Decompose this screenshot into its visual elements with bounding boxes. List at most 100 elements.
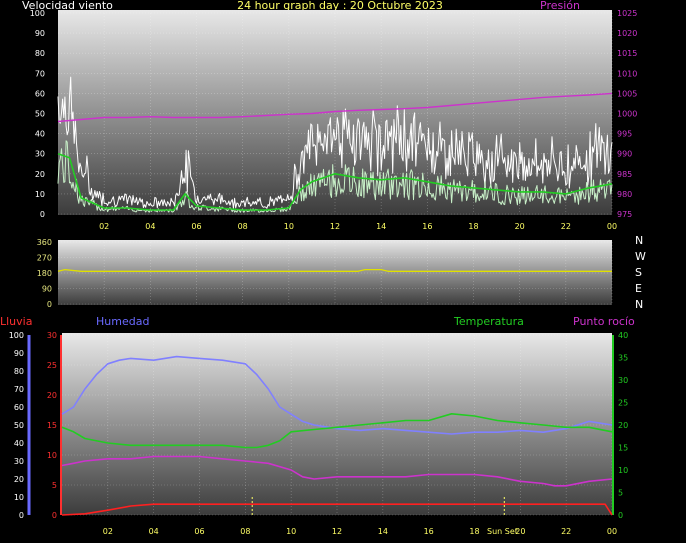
temperature-y-tick: 10	[618, 466, 628, 475]
wind-y-tick: 100	[30, 9, 45, 18]
temp-x-tick: 20	[515, 527, 525, 536]
wind-x-tick: 20	[515, 222, 525, 231]
temp-x-tick: 04	[149, 527, 159, 536]
wind-x-tick: 10	[284, 222, 294, 231]
wind-x-tick: 04	[145, 222, 155, 231]
temp-x-tick: 08	[240, 527, 250, 536]
temp-x-tick: 06	[194, 527, 204, 536]
rain-label: Lluvia	[0, 315, 32, 328]
chart-title: 24 hour graph day : 20 Octubre 2023	[237, 0, 443, 12]
wind-speed-title: Velocidad viento	[22, 0, 113, 12]
dewpoint-label: Punto rocío	[573, 315, 635, 328]
wind-gust-line	[57, 76, 613, 209]
compass-e: E	[635, 282, 642, 295]
wind-y-tick: 80	[35, 49, 45, 58]
temp-x-tick: 12	[332, 527, 342, 536]
temp-x-tick: 16	[424, 527, 434, 536]
wind-x-tick: 18	[468, 222, 478, 231]
pressure-y-tick: 1005	[617, 89, 637, 98]
compass-n-top: N	[635, 234, 643, 247]
sunset-label: Sun Set	[487, 527, 518, 536]
wind-y-tick: 30	[35, 150, 45, 159]
dir-y-tick: 270	[37, 254, 52, 263]
humidity-y-tick: 90	[14, 349, 24, 358]
wind-y-tick: 90	[35, 29, 45, 38]
wind-x-tick: 02	[99, 222, 109, 231]
compass-s: S	[635, 266, 642, 279]
temperature-y-tick: 40	[618, 331, 628, 340]
wind-x-tick: 00	[607, 222, 617, 231]
dir-y-tick: 360	[37, 238, 52, 247]
pressure-line	[57, 92, 613, 123]
wind-x-tick: 16	[422, 222, 432, 231]
humidity-y-tick: 30	[14, 457, 24, 466]
dir-y-tick: 0	[47, 300, 52, 309]
rain-y-tick: 25	[47, 361, 57, 370]
temp-x-tick: 22	[561, 527, 571, 536]
temperature-y-tick: 15	[618, 444, 628, 453]
temperature-y-tick: 25	[618, 399, 628, 408]
pressure-y-tick: 995	[617, 130, 632, 139]
pressure-y-tick: 980	[617, 190, 632, 199]
temperature-line	[61, 412, 613, 449]
temperature-y-tick: 35	[618, 354, 628, 363]
wind-direction-line	[57, 268, 612, 272]
temperature-panel	[62, 333, 612, 515]
rain-y-tick: 20	[47, 391, 57, 400]
wind-y-tick: 60	[35, 89, 45, 98]
humidity-y-tick: 10	[14, 493, 24, 502]
pressure-y-tick: 990	[617, 150, 632, 159]
pressure-y-tick: 975	[617, 210, 632, 219]
wind-y-tick: 40	[35, 130, 45, 139]
wind-y-tick: 20	[35, 170, 45, 179]
wind-x-tick: 14	[376, 222, 386, 231]
humidity-y-tick: 70	[14, 385, 24, 394]
wind-y-tick: 10	[35, 190, 45, 199]
pressure-title: Presión	[540, 0, 580, 12]
dewpoint-line	[61, 455, 613, 487]
temperature-y-tick: 0	[618, 511, 623, 520]
temperature-label: Temperatura	[453, 315, 524, 328]
wind-x-tick: 12	[330, 222, 340, 231]
direction-panel	[58, 240, 612, 305]
humidity-y-tick: 50	[14, 421, 24, 430]
temperature-y-tick: 5	[618, 489, 623, 498]
pressure-y-tick: 1025	[617, 9, 637, 18]
temperature-y-tick: 30	[618, 376, 628, 385]
pressure-y-tick: 985	[617, 170, 632, 179]
temp-x-tick: 00	[607, 527, 617, 536]
wind-y-tick: 0	[40, 210, 45, 219]
compass-n-bottom: N	[635, 298, 643, 311]
rain-y-tick: 30	[47, 331, 57, 340]
rain-y-tick: 0	[52, 511, 57, 520]
humidity-y-tick: 60	[14, 403, 24, 412]
pressure-y-tick: 1010	[617, 69, 637, 78]
wind-y-tick: 50	[35, 110, 45, 119]
wind-y-tick: 70	[35, 69, 45, 78]
pressure-y-tick: 1000	[617, 110, 637, 119]
humidity-y-tick: 20	[14, 475, 24, 484]
temp-x-tick: 18	[469, 527, 479, 536]
wind-speed-line	[57, 152, 613, 211]
rain-y-tick: 10	[47, 451, 57, 460]
rain-y-tick: 5	[52, 481, 57, 490]
temp-x-tick: 10	[286, 527, 296, 536]
pressure-y-tick: 1015	[617, 49, 637, 58]
temp-x-tick: 14	[378, 527, 388, 536]
temperature-y-tick: 20	[618, 421, 628, 430]
rain-line	[61, 503, 613, 516]
rain-y-tick: 15	[47, 421, 57, 430]
humidity-label: Humedad	[96, 315, 149, 328]
temp-x-tick: 02	[103, 527, 113, 536]
wind-x-tick: 08	[238, 222, 248, 231]
humidity-y-tick: 100	[9, 331, 24, 340]
pressure-y-tick: 1020	[617, 29, 637, 38]
humidity-y-tick: 40	[14, 439, 24, 448]
humidity-line	[61, 355, 613, 435]
wind-x-tick: 22	[561, 222, 571, 231]
humidity-y-tick: 0	[19, 511, 24, 520]
humidity-y-tick: 80	[14, 367, 24, 376]
dir-y-tick: 90	[42, 285, 52, 294]
compass-w: W	[635, 250, 646, 263]
